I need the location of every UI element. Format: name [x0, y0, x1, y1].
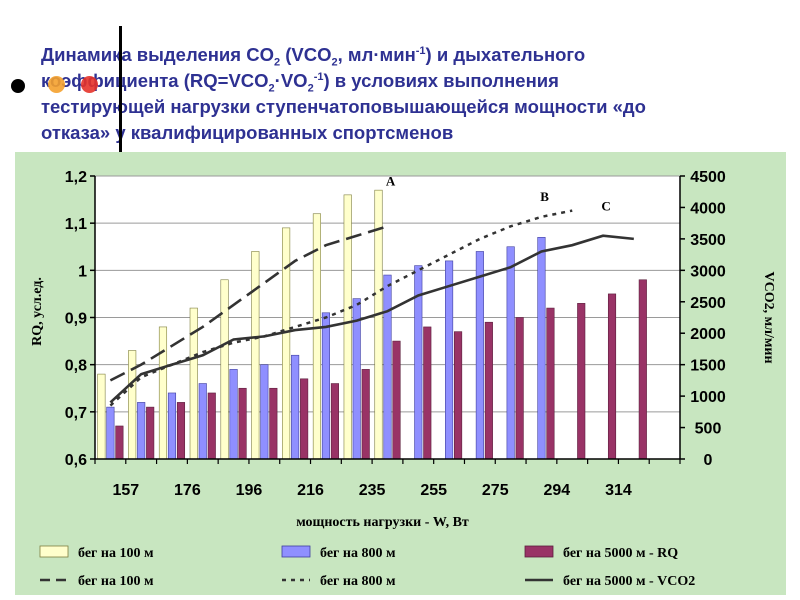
right-tick-label: 4500 — [690, 169, 726, 186]
legend-label: бег на 5000 м - VCO2 — [563, 574, 695, 589]
x-tick-label: 196 — [236, 482, 263, 499]
left-tick-label: 1,2 — [65, 169, 87, 186]
x-tick-label: 157 — [112, 482, 139, 499]
left-tick-label: 0,7 — [65, 405, 87, 422]
legend-label: бег на 800 м — [320, 574, 396, 589]
bar-800m — [475, 251, 484, 460]
bar-800m — [352, 298, 361, 460]
bar-100m — [220, 279, 229, 460]
bar-800m — [229, 369, 238, 460]
right-tick-label: 3000 — [690, 263, 726, 280]
bar-100m — [251, 251, 260, 460]
orange-dot-icon — [48, 76, 65, 93]
right-tick-label: 4000 — [690, 200, 726, 217]
legend-swatch-bar — [39, 545, 69, 558]
x-tick-label: 255 — [420, 482, 447, 499]
right-tick-label: 2500 — [690, 295, 726, 312]
left-tick-label: 1,1 — [65, 216, 87, 233]
annotation-label: A — [386, 173, 396, 188]
x-tick-label: 216 — [297, 482, 324, 499]
bar-5000m — [146, 406, 155, 460]
right-tick-label: 3500 — [690, 232, 726, 249]
bar-5000m — [423, 326, 432, 460]
bar-5000m — [115, 425, 124, 460]
slide-title: Динамика выделения CO2 (VCO2, мл·мин-1) … — [41, 42, 781, 146]
left-tick-label: 0,8 — [65, 358, 87, 375]
bar-5000m — [176, 402, 186, 460]
bar-800m — [291, 354, 300, 460]
bar-5000m — [484, 321, 493, 460]
bar-5000m — [238, 387, 247, 460]
bar-800m — [537, 237, 546, 460]
bar-800m — [137, 402, 146, 460]
bar-800m — [445, 260, 454, 460]
bar-5000m — [607, 293, 617, 460]
bar-800m — [383, 274, 392, 460]
left-tick-label: 0,9 — [65, 311, 87, 328]
right-tick-label: 0 — [704, 452, 713, 469]
x-tick-label: 235 — [359, 482, 386, 499]
line-5000m — [109, 234, 634, 404]
bar-800m — [260, 364, 269, 460]
bar-5000m — [300, 378, 309, 460]
bar-5000m — [515, 317, 524, 460]
title-line-3: тестирующей нагрузки ступенчатоповышающе… — [41, 96, 646, 117]
right-tick-label: 500 — [695, 421, 722, 438]
legend-swatch-bar — [524, 545, 554, 558]
annotation-label: B — [540, 189, 549, 204]
bar-5000m — [392, 340, 401, 460]
right-tick-label: 1500 — [690, 358, 726, 375]
bar-5000m — [546, 307, 555, 460]
bar-5000m — [454, 331, 463, 460]
bar-100m — [97, 373, 106, 460]
x-tick-label: 176 — [174, 482, 201, 499]
bar-5000m — [207, 392, 216, 460]
y-axis-title-right: VCO2, мл/мин — [761, 271, 776, 363]
legend-swatch-bar — [281, 545, 311, 558]
title-line-4: отказа» у квалифицированных спортсменов — [41, 122, 454, 143]
bar-800m — [106, 406, 115, 460]
line-800m — [109, 209, 573, 407]
legend-label: бег на 5000 м - RQ — [563, 546, 678, 561]
bar-100m — [343, 194, 352, 460]
bar-100m — [282, 227, 291, 460]
annotation-label: C — [601, 199, 610, 214]
bar-5000m — [269, 387, 278, 460]
left-tick-label: 0,6 — [65, 452, 87, 469]
x-tick-label: 294 — [543, 482, 570, 499]
legend-label: бег на 800 м — [320, 546, 396, 561]
left-tick-label: 1 — [78, 263, 87, 280]
bar-5000m — [361, 369, 370, 460]
bar-5000m — [330, 383, 339, 460]
bar-5000m — [638, 279, 647, 460]
bar-5000m — [577, 303, 586, 460]
legend-label: бег на 100 м — [78, 574, 154, 589]
red-dot-icon — [81, 76, 98, 93]
bar-800m — [321, 312, 330, 460]
bar-800m — [198, 383, 207, 460]
right-tick-label: 2000 — [690, 326, 726, 343]
right-tick-label: 1000 — [690, 389, 726, 406]
vertical-divider-line — [119, 26, 122, 152]
line-100m — [109, 225, 388, 382]
bar-100m — [158, 326, 168, 460]
x-tick-label: 314 — [605, 482, 632, 499]
legend-label: бег на 100 м — [78, 546, 154, 561]
x-tick-label: 275 — [482, 482, 509, 499]
bar-800m — [506, 246, 515, 460]
bar-800m — [167, 392, 177, 460]
y-axis-title-left: RQ, усл.ед. — [30, 277, 45, 346]
title-line-1: Динамика выделения CO2 (VCO2, мл·мин-1) … — [41, 44, 586, 69]
bullet-icon — [11, 79, 25, 93]
x-axis-title: мощность нагрузки - W, Вт — [296, 515, 469, 530]
